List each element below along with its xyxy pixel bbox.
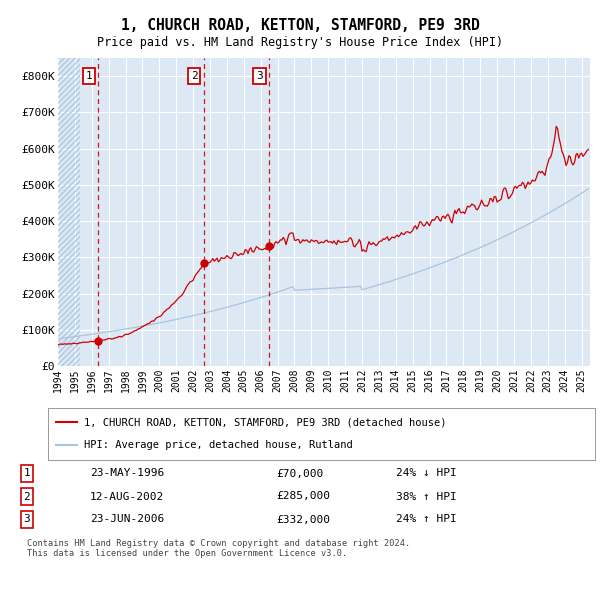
Text: £70,000: £70,000	[276, 468, 323, 478]
Bar	[58, 58, 80, 366]
Text: This data is licensed under the Open Government Licence v3.0.: This data is licensed under the Open Gov…	[27, 549, 347, 559]
Text: 3: 3	[256, 71, 263, 81]
Text: HPI: Average price, detached house, Rutland: HPI: Average price, detached house, Rutl…	[83, 441, 352, 450]
Text: 1, CHURCH ROAD, KETTON, STAMFORD, PE9 3RD (detached house): 1, CHURCH ROAD, KETTON, STAMFORD, PE9 3R…	[83, 417, 446, 427]
Text: £285,000: £285,000	[276, 491, 330, 502]
Text: 38% ↑ HPI: 38% ↑ HPI	[396, 491, 457, 502]
Text: 1: 1	[86, 71, 92, 81]
Text: 1, CHURCH ROAD, KETTON, STAMFORD, PE9 3RD: 1, CHURCH ROAD, KETTON, STAMFORD, PE9 3R…	[121, 18, 479, 33]
Text: 24% ↑ HPI: 24% ↑ HPI	[396, 514, 457, 525]
Text: Contains HM Land Registry data © Crown copyright and database right 2024.: Contains HM Land Registry data © Crown c…	[27, 539, 410, 548]
Text: £332,000: £332,000	[276, 514, 330, 525]
Text: 12-AUG-2002: 12-AUG-2002	[90, 491, 164, 502]
Text: Price paid vs. HM Land Registry's House Price Index (HPI): Price paid vs. HM Land Registry's House …	[97, 36, 503, 49]
Text: 1: 1	[23, 468, 31, 478]
Text: 2: 2	[23, 491, 31, 502]
Text: 2: 2	[191, 71, 197, 81]
Text: 24% ↓ HPI: 24% ↓ HPI	[396, 468, 457, 478]
Text: 3: 3	[23, 514, 31, 525]
Text: 23-MAY-1996: 23-MAY-1996	[90, 468, 164, 478]
Text: 23-JUN-2006: 23-JUN-2006	[90, 514, 164, 525]
Bar	[58, 58, 80, 366]
